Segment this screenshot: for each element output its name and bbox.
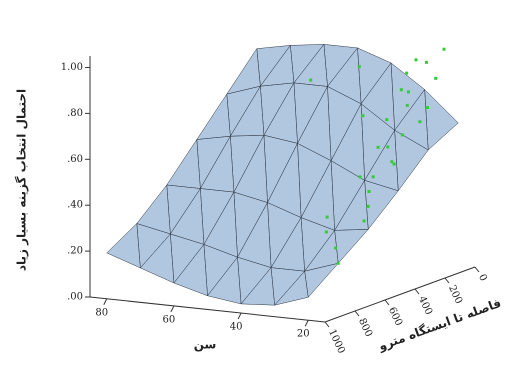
surface-facet — [334, 229, 369, 264]
surface-facet — [173, 243, 208, 297]
y-tick-label: 400 — [416, 295, 434, 317]
data-point — [399, 88, 403, 92]
y-tick-label: 0 — [476, 273, 489, 283]
y-tick-label: 1000 — [326, 328, 347, 356]
surface-facet — [240, 267, 275, 306]
data-point — [362, 219, 366, 223]
data-point — [366, 204, 370, 208]
y-tick — [384, 299, 390, 306]
data-point — [309, 78, 313, 82]
surface-facet — [207, 256, 242, 305]
data-point — [334, 246, 338, 250]
data-point — [336, 261, 340, 265]
data-point — [418, 120, 422, 124]
surface-facet — [273, 270, 309, 306]
y-tick — [444, 277, 450, 284]
x-tick-label: 60 — [163, 314, 176, 325]
data-point — [414, 58, 418, 62]
data-point — [358, 175, 362, 179]
data-point — [376, 145, 380, 149]
z-tick-label: 1.00 — [61, 62, 83, 73]
y-tick — [474, 266, 480, 273]
z-tick-label: .40 — [67, 200, 83, 211]
y-tick-label: 800 — [356, 317, 374, 339]
x-tick — [304, 319, 309, 327]
x-tick — [103, 298, 108, 306]
data-point — [406, 90, 410, 94]
x-tick — [237, 312, 242, 320]
surface-facet — [424, 88, 459, 151]
surface-facet — [139, 233, 175, 284]
data-point — [405, 71, 409, 75]
data-point — [390, 160, 394, 164]
data-point — [357, 65, 361, 69]
y-tick-label: 200 — [446, 284, 464, 306]
y-tick — [324, 321, 330, 328]
data-point — [371, 175, 375, 179]
data-point — [361, 114, 365, 118]
data-point — [405, 103, 409, 107]
y-tick — [354, 310, 360, 317]
x-tick-label: 80 — [95, 307, 108, 318]
z-tick-label: .80 — [67, 108, 83, 119]
data-point — [325, 215, 329, 219]
y-axis — [324, 266, 476, 323]
data-point — [392, 162, 396, 166]
surface-facet — [106, 222, 141, 269]
data-point — [400, 133, 404, 137]
z-tick-label: .00 — [67, 292, 83, 303]
data-point — [442, 47, 446, 51]
x-tick-label: 40 — [230, 322, 243, 333]
data-point — [434, 76, 438, 80]
surface-facet — [196, 93, 231, 140]
y-tick-label: 600 — [386, 306, 404, 328]
z-axis-label: احتمال انتخاب گزینه بسیار زیاد — [15, 89, 29, 271]
data-point — [324, 230, 328, 234]
x-axis-label: سن — [194, 338, 217, 352]
data-point — [425, 106, 429, 110]
z-tick-label: .20 — [67, 246, 83, 257]
data-point — [386, 145, 390, 149]
data-point — [385, 118, 389, 122]
y-tick — [414, 288, 420, 295]
z-tick-label: .60 — [67, 154, 83, 165]
x-tick — [170, 305, 175, 313]
data-point — [424, 60, 428, 64]
x-axis — [89, 296, 326, 323]
data-point — [367, 189, 371, 193]
x-tick-label: 20 — [297, 329, 310, 340]
surface-facet — [166, 138, 201, 189]
